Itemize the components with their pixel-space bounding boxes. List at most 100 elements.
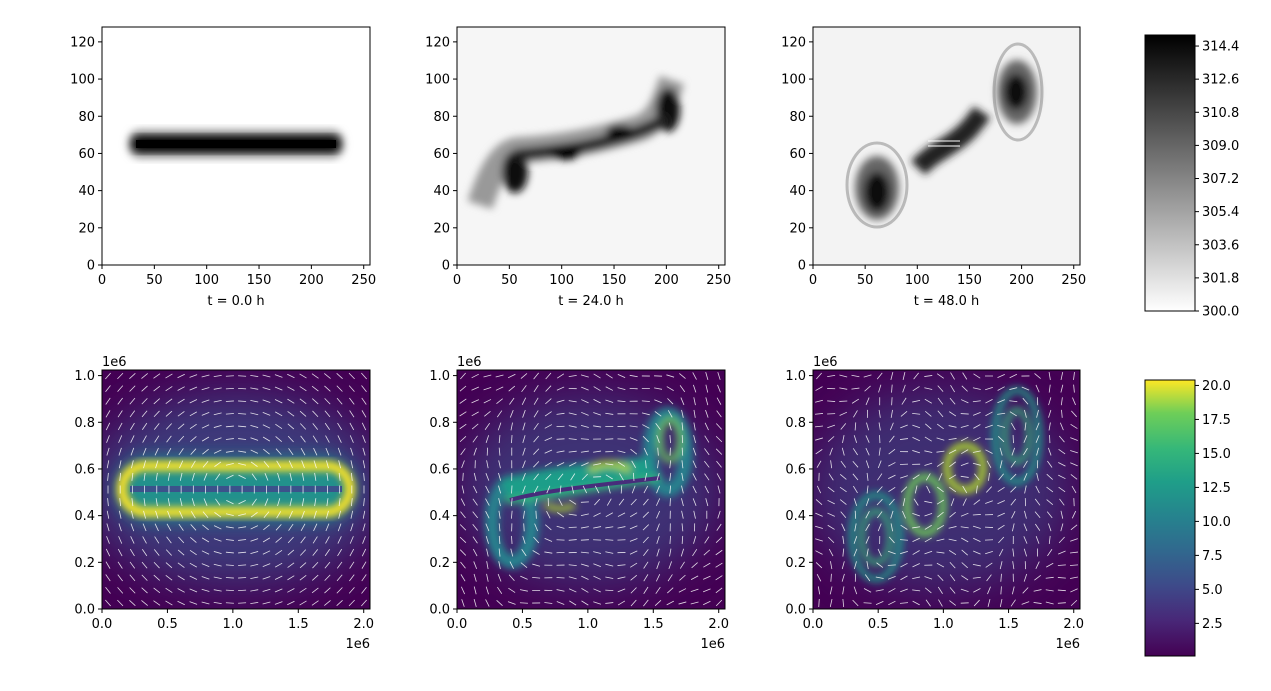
wind-arrow (899, 438, 909, 440)
wind-arrow (1058, 550, 1066, 555)
wind-arrow (865, 510, 870, 519)
wind-arrow (681, 422, 684, 431)
wind-arrow (936, 486, 944, 493)
wind-arrow (656, 548, 660, 557)
top-0-xtick-label: 100 (194, 273, 219, 288)
wind-arrow (924, 550, 933, 555)
wind-arrow (105, 561, 111, 569)
wind-arrow (912, 589, 921, 592)
wind-arrow (105, 410, 111, 418)
wind-arrow (119, 498, 122, 507)
wind-arrow (617, 373, 626, 379)
bottom-0-ytick-label: 0.0 (74, 603, 95, 618)
wind-arrow (141, 385, 148, 392)
wind-arrow (717, 372, 721, 380)
wind-arrow (485, 435, 490, 443)
wind-arrow (1072, 397, 1076, 406)
wind-arrow (250, 374, 259, 378)
wind-arrow (484, 422, 491, 430)
wind-arrow (900, 575, 908, 581)
wind-arrow (569, 499, 577, 505)
wind-arrow (853, 410, 858, 418)
wind-arrow (998, 548, 1004, 557)
wind-arrow (815, 525, 823, 529)
wind-arrow (201, 601, 210, 605)
wind-arrow (581, 386, 589, 391)
wind-arrow (361, 422, 367, 431)
wind-arrow (605, 602, 614, 604)
wind-arrow (545, 398, 552, 405)
wind-arrow (336, 587, 343, 594)
wind-arrow (483, 374, 492, 378)
wind-arrow (875, 576, 884, 579)
wind-arrow (311, 587, 319, 594)
wind-arrow (485, 586, 489, 595)
wind-arrow (534, 498, 538, 507)
heatmap-bottom-1 (457, 370, 725, 609)
wind-arrow (643, 599, 649, 607)
top-0-frame (101, 26, 371, 266)
wind-arrow (973, 499, 981, 505)
wind-arrow (986, 460, 992, 468)
wind-arrow (887, 564, 896, 566)
wind-arrow (1023, 448, 1028, 456)
wind-arrow (704, 485, 709, 494)
wind-arrow (105, 422, 111, 431)
wind-arrow (520, 373, 528, 379)
wind-arrow (629, 437, 638, 441)
wind-arrow (362, 460, 366, 469)
wind-arrow (830, 460, 833, 469)
offset-y-bottom-2: 1e6 (813, 355, 838, 370)
wind-arrow (225, 513, 234, 517)
wind-arrow (1012, 548, 1015, 557)
wind-arrow (361, 548, 367, 557)
wind-arrow (545, 473, 552, 481)
wind-arrow (129, 587, 136, 594)
top-0-ytick-label: 60 (78, 147, 95, 162)
wind-arrow (288, 448, 294, 456)
wind-arrow (988, 472, 990, 481)
top-2-ytick-label: 40 (789, 184, 806, 199)
wind-arrow (522, 473, 526, 481)
wind-arrow (960, 436, 969, 442)
wind-arrow (985, 449, 993, 454)
wind-arrow (972, 564, 981, 567)
wind-arrow (853, 536, 858, 544)
wind-arrow (250, 424, 259, 428)
wind-arrow (912, 474, 920, 480)
wind-arrow (105, 599, 111, 607)
wind-arrow (876, 486, 883, 493)
wind-arrow (349, 435, 354, 443)
wind-arrow (277, 472, 281, 481)
wind-arrow (460, 498, 466, 506)
top-1-ytick-label: 120 (425, 35, 450, 50)
wind-arrow (629, 550, 638, 555)
wind-arrow (201, 588, 210, 592)
top-2-xtick-label: 200 (1009, 273, 1034, 288)
wind-arrow (655, 586, 661, 594)
wind-arrow (495, 386, 504, 391)
wind-arrow (190, 460, 196, 468)
wind-arrow (485, 485, 490, 494)
wind-arrow (483, 399, 492, 404)
wind-arrow (568, 539, 577, 541)
wind-arrow (118, 447, 122, 456)
wind-arrow (190, 537, 197, 543)
wind-arrow (118, 435, 123, 443)
wind-arrow (522, 422, 526, 431)
wind-arrow (1033, 602, 1042, 604)
wind-arrow (350, 498, 353, 507)
wind-arrow (264, 473, 269, 481)
wind-arrow (693, 409, 696, 418)
bottom-0-xtick-label: 0.0 (92, 617, 113, 632)
wind-arrow (189, 575, 198, 580)
wind-arrow (581, 411, 589, 416)
wind-arrow (875, 589, 884, 592)
wind-arrow (656, 472, 660, 481)
wind-arrow (459, 524, 467, 531)
wind-arrow (816, 574, 822, 582)
wind-arrow (973, 411, 981, 416)
wind-arrow (544, 551, 553, 554)
wind-arrow (888, 588, 896, 593)
wind-arrow (250, 589, 259, 592)
